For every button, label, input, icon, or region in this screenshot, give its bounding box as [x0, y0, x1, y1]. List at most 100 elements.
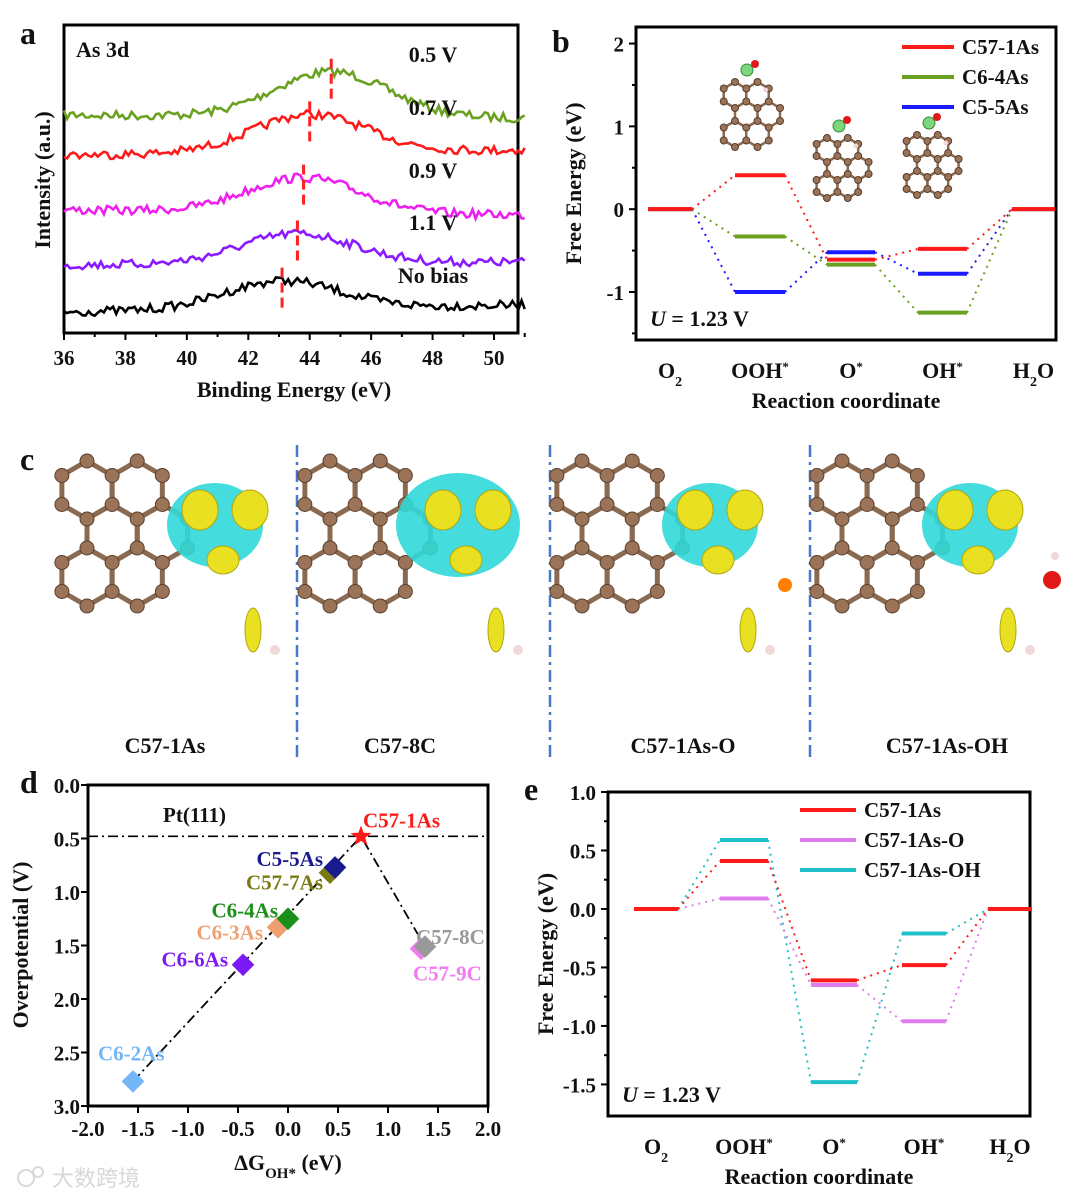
- carbon-atom: [731, 143, 739, 151]
- x-tick-label: -2.0: [71, 1117, 104, 1141]
- carbon-atom: [764, 136, 773, 145]
- y-tick-label: -1: [607, 281, 625, 305]
- watermark-logo-icon: [17, 1166, 44, 1187]
- oxygen-atom: [1043, 571, 1061, 589]
- y-tick-label: -1.5: [563, 1073, 596, 1097]
- annotation-value: = 1.23 V: [638, 1082, 721, 1107]
- label-base: O: [644, 1134, 661, 1159]
- spectrum-line: [63, 275, 526, 318]
- diamond-marker: [323, 856, 347, 879]
- category-label: O*: [822, 1134, 846, 1159]
- connector-line: [874, 263, 919, 314]
- y-tick-label: 3.0: [54, 1095, 80, 1119]
- x-tick-label: 1.5: [425, 1117, 451, 1141]
- carbon-atom: [834, 598, 850, 614]
- carbon-atom: [372, 540, 388, 556]
- x-axis-title: ΔGOH* (eV): [234, 1150, 342, 1182]
- carbon-atom: [753, 104, 762, 112]
- carbon-atom: [347, 497, 363, 512]
- x-tick-label: -0.5: [221, 1117, 254, 1141]
- panel-e-free-energy-chart: 1.00.50.0-0.5-1.0-1.5O2 OOH* O* OH* H2OReact…: [533, 781, 1032, 1189]
- label-superscript: *: [956, 359, 963, 374]
- legend-label: C6-4As: [962, 65, 1029, 89]
- series-C5-5As: [648, 207, 1055, 294]
- label-subscript: 2: [675, 375, 682, 390]
- point-label: C6-4As: [212, 898, 279, 922]
- label-base: OH: [922, 358, 956, 383]
- carbon-atom: [909, 584, 925, 599]
- carbon-atom: [812, 152, 821, 160]
- y-tick-label: 1.0: [54, 881, 80, 905]
- connector-line: [677, 839, 721, 910]
- y-axis-title: Free Energy (eV): [561, 102, 586, 264]
- carbon-atom: [812, 176, 821, 184]
- carbon-atom: [549, 555, 565, 570]
- structure-label: C57-8C: [364, 733, 436, 758]
- y-tick-label: 2: [614, 33, 625, 57]
- carbon-atom: [742, 123, 751, 132]
- carbon-atom: [297, 555, 313, 570]
- label-superscript: *: [856, 359, 863, 374]
- legend-label: C57-1As-OH: [864, 858, 981, 882]
- connector-line: [677, 860, 721, 910]
- carbon-atom: [944, 173, 953, 181]
- connector-line: [677, 897, 721, 910]
- carbon-atom: [79, 453, 95, 469]
- carbon-atom: [322, 511, 338, 527]
- charge-density-structure: [549, 453, 792, 655]
- y-tick-label: -0.5: [563, 956, 596, 980]
- carbon-atom: [823, 158, 831, 166]
- carbon-atom: [753, 117, 762, 125]
- carbon-atom: [764, 97, 773, 106]
- series-label: 1.1 V: [409, 210, 458, 235]
- point-label: C6-6As: [162, 947, 229, 971]
- watermark: 大数跨境: [52, 1167, 140, 1192]
- x-axis-title: Reaction coordinate: [752, 388, 941, 413]
- panel-d-volcano-plot: -2.0 -1.5 -1.0 -0.5 0.0 0.5 1.0 1.5 2.0 0.0 0.5 1.0…: [8, 774, 501, 1182]
- annotation-value: = 1.23 V: [666, 306, 749, 331]
- connector-line: [767, 839, 812, 1083]
- hydrogen-atom: [1051, 552, 1059, 560]
- carbon-atom: [731, 104, 739, 112]
- carbon-atom: [574, 598, 590, 614]
- y-tick-label: 0.0: [570, 898, 596, 922]
- carbon-atom: [764, 123, 773, 132]
- accumulation-isosurface: [726, 489, 764, 531]
- structure-label: C57-1As: [125, 733, 206, 758]
- carbon-atom: [372, 453, 388, 469]
- carbon-atom: [902, 173, 911, 181]
- panel-label-d: d: [20, 764, 38, 800]
- carbon-atom: [731, 78, 739, 86]
- category-label: H2O: [1013, 358, 1054, 390]
- panel-label-c: c: [20, 441, 34, 477]
- carbon-atom: [776, 104, 785, 112]
- hydrogen-atom: [853, 143, 859, 149]
- carbon-atom: [776, 117, 785, 125]
- carbon-atom: [864, 158, 873, 166]
- hydrogen-atom: [943, 140, 949, 146]
- carbon-atom: [624, 511, 640, 527]
- x-title-unit: (eV): [296, 1150, 342, 1175]
- carbon-atom: [129, 540, 145, 556]
- carbon-atom: [833, 140, 842, 148]
- x-tick-label: 38: [115, 346, 136, 370]
- carbon-atom: [649, 555, 665, 570]
- carbon-atom: [834, 453, 850, 469]
- carbon-atom: [753, 143, 762, 151]
- carbon-atom: [104, 584, 120, 599]
- carbon-atom: [104, 497, 120, 512]
- carbon-atom: [719, 136, 728, 145]
- carbon-atom: [859, 468, 875, 483]
- carbon-atom: [322, 598, 338, 614]
- x-tick-label: 0.0: [275, 1117, 301, 1141]
- isosurface: [662, 483, 764, 653]
- carbon-atom: [902, 137, 911, 145]
- accumulation-isosurface: [449, 545, 483, 575]
- carbon-atom: [823, 194, 831, 202]
- carbon-atom: [902, 149, 911, 157]
- oxygen-atom: [751, 60, 759, 68]
- y-axis-title: Free Energy (eV): [533, 873, 558, 1035]
- carbon-atom: [809, 555, 825, 570]
- x-tick-label: -1.5: [121, 1117, 154, 1141]
- carbon-atom: [322, 540, 338, 556]
